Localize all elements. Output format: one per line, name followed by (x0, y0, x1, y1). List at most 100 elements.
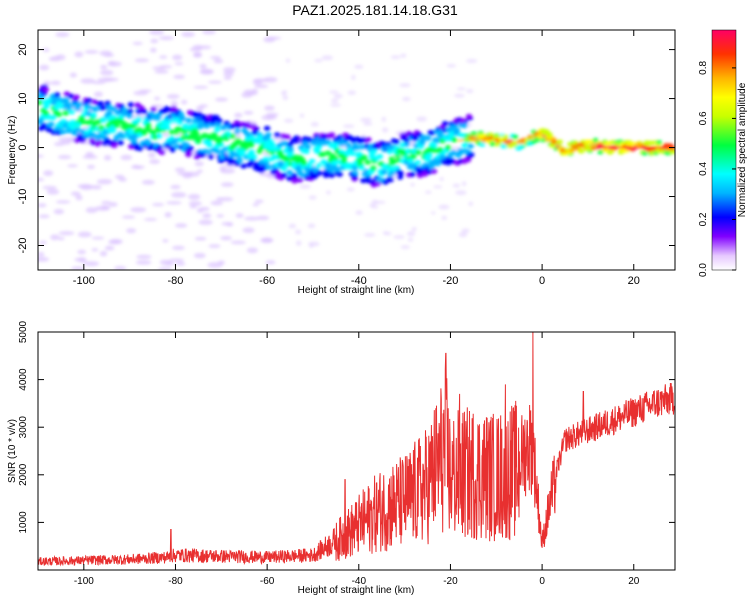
spectrogram-cell (424, 135, 432, 141)
spectrogram-cell (338, 148, 345, 154)
spectrogram-cell (410, 154, 417, 160)
spectrogram-cell (228, 123, 236, 129)
spectrogram-cell (211, 132, 218, 138)
spectrogram-cell (459, 117, 466, 124)
spectrogram-noise-cell (74, 257, 85, 262)
spectrogram-cell (470, 131, 478, 136)
spectrogram-noise-cell (171, 192, 187, 198)
spectrogram-cell (42, 110, 50, 116)
spectrogram-cell (199, 134, 207, 140)
spectrogram-cell (467, 143, 474, 149)
spectrogram-cell (396, 174, 404, 180)
spectrogram-noise-cell (77, 249, 87, 255)
spectrogram-cell (55, 101, 63, 107)
spectrogram-cell (262, 156, 270, 162)
spectrogram-cell (466, 153, 473, 159)
spectrogram-noise-cell (110, 238, 123, 245)
spectrogram-cell (135, 116, 142, 122)
spectrogram-cell (426, 169, 433, 175)
spectrogram-noise-cell (220, 235, 232, 241)
spectrogram-noise-cell (50, 80, 61, 86)
spectrogram-cell (275, 171, 282, 177)
spectrogram-cell (220, 125, 227, 131)
snr-ytick-label: 4000 (18, 368, 29, 391)
spectrogram-cell (242, 144, 249, 151)
spectrogram-cell (126, 108, 134, 115)
spectrogram-cell (119, 133, 126, 140)
spectrogram-noise-cell (264, 105, 275, 111)
spectrogram-cell (358, 165, 366, 171)
spectrogram-cell (597, 149, 604, 155)
spectrogram-cell (386, 176, 393, 183)
spectrogram-noise-cell (114, 266, 127, 270)
spectrogram-noise-cell (194, 236, 207, 241)
spectrogram-noise-cell (466, 89, 474, 94)
spectrogram-noise-cell (172, 54, 183, 61)
spectrogram-cell (183, 142, 190, 148)
spectrogram-noise-cell (38, 214, 50, 219)
spectrogram-noise-cell (343, 124, 355, 129)
spectrogram-noise-cell (252, 203, 260, 207)
spectrogram-cell (180, 129, 188, 135)
spectrogram-cell (434, 137, 441, 143)
spectrogram-noise-cell (150, 38, 159, 44)
spectrogram-noise-cell (321, 55, 334, 61)
spectrogram-xtick-label: -80 (168, 275, 184, 287)
spectrogram-cell (546, 132, 553, 137)
spectrogram-noise-cell (194, 161, 204, 167)
spectrogram-cell (376, 153, 384, 160)
spectrogram-cell (286, 141, 294, 148)
spectrogram-cell (389, 170, 396, 176)
spectrogram-cell (203, 123, 210, 129)
spectrogram-noise-cell (175, 261, 186, 266)
spectrogram-cell (328, 172, 335, 178)
spectrogram-cell (55, 111, 63, 118)
spectrogram-noise-cell (456, 87, 466, 91)
spectrogram-noise-cell (158, 267, 173, 270)
spectrogram-noise-cell (87, 164, 96, 170)
spectrogram-noise-cell (467, 122, 472, 128)
spectrogram-noise-cell (216, 214, 225, 218)
spectrogram-noise-cell (134, 58, 149, 63)
spectrogram-noise-cell (461, 181, 467, 187)
spectrogram-cell (365, 137, 372, 143)
spectrogram-cell (416, 132, 423, 138)
spectrogram-cell (512, 134, 519, 140)
spectrogram-cell (67, 93, 75, 99)
spectrogram-noise-cell (299, 113, 305, 118)
spectrogram-cell (85, 97, 93, 104)
spectrogram-cell (191, 123, 198, 129)
spectrogram-noise-cell (43, 170, 54, 177)
spectrogram-cell (214, 126, 221, 133)
spectrogram-cell (479, 142, 486, 147)
spectrogram-noise-cell (441, 215, 447, 221)
spectrogram-noise-cell (282, 90, 288, 94)
colorbar-label: Normalized spectral amplitude (737, 82, 748, 217)
spectrogram-noise-cell (199, 104, 208, 108)
spectrogram-cell (110, 115, 117, 121)
spectrogram-cell (309, 158, 316, 165)
spectrogram-cell (95, 139, 103, 146)
spectrogram-cell (186, 110, 194, 116)
spectrogram-noise-cell (162, 132, 170, 137)
spectrogram-cell (344, 142, 352, 148)
spectrogram-noise-cell (71, 266, 85, 270)
spectrogram-cell (655, 140, 663, 145)
spectrogram-cell (461, 142, 468, 148)
spectrogram-noise-cell (382, 231, 388, 235)
spectrogram-noise-cell (310, 122, 319, 127)
spectrogram-cell (578, 149, 585, 154)
spectrogram-noise-cell (393, 235, 405, 239)
spectrogram-cell (66, 103, 73, 109)
spectrogram-noise-cell (91, 81, 106, 85)
spectrogram-noise-cell (208, 80, 222, 84)
spectrogram-noise-cell (416, 116, 427, 122)
spectrogram-cell (360, 177, 367, 184)
spectrogram-xtick-label: 20 (628, 275, 640, 287)
spectrogram-noise-cell (150, 47, 157, 53)
spectrogram-noise-cell (241, 92, 253, 98)
spectrogram-noise-cell (438, 204, 450, 210)
spectrogram-cell (113, 122, 120, 128)
spectrogram-cell (315, 144, 322, 151)
